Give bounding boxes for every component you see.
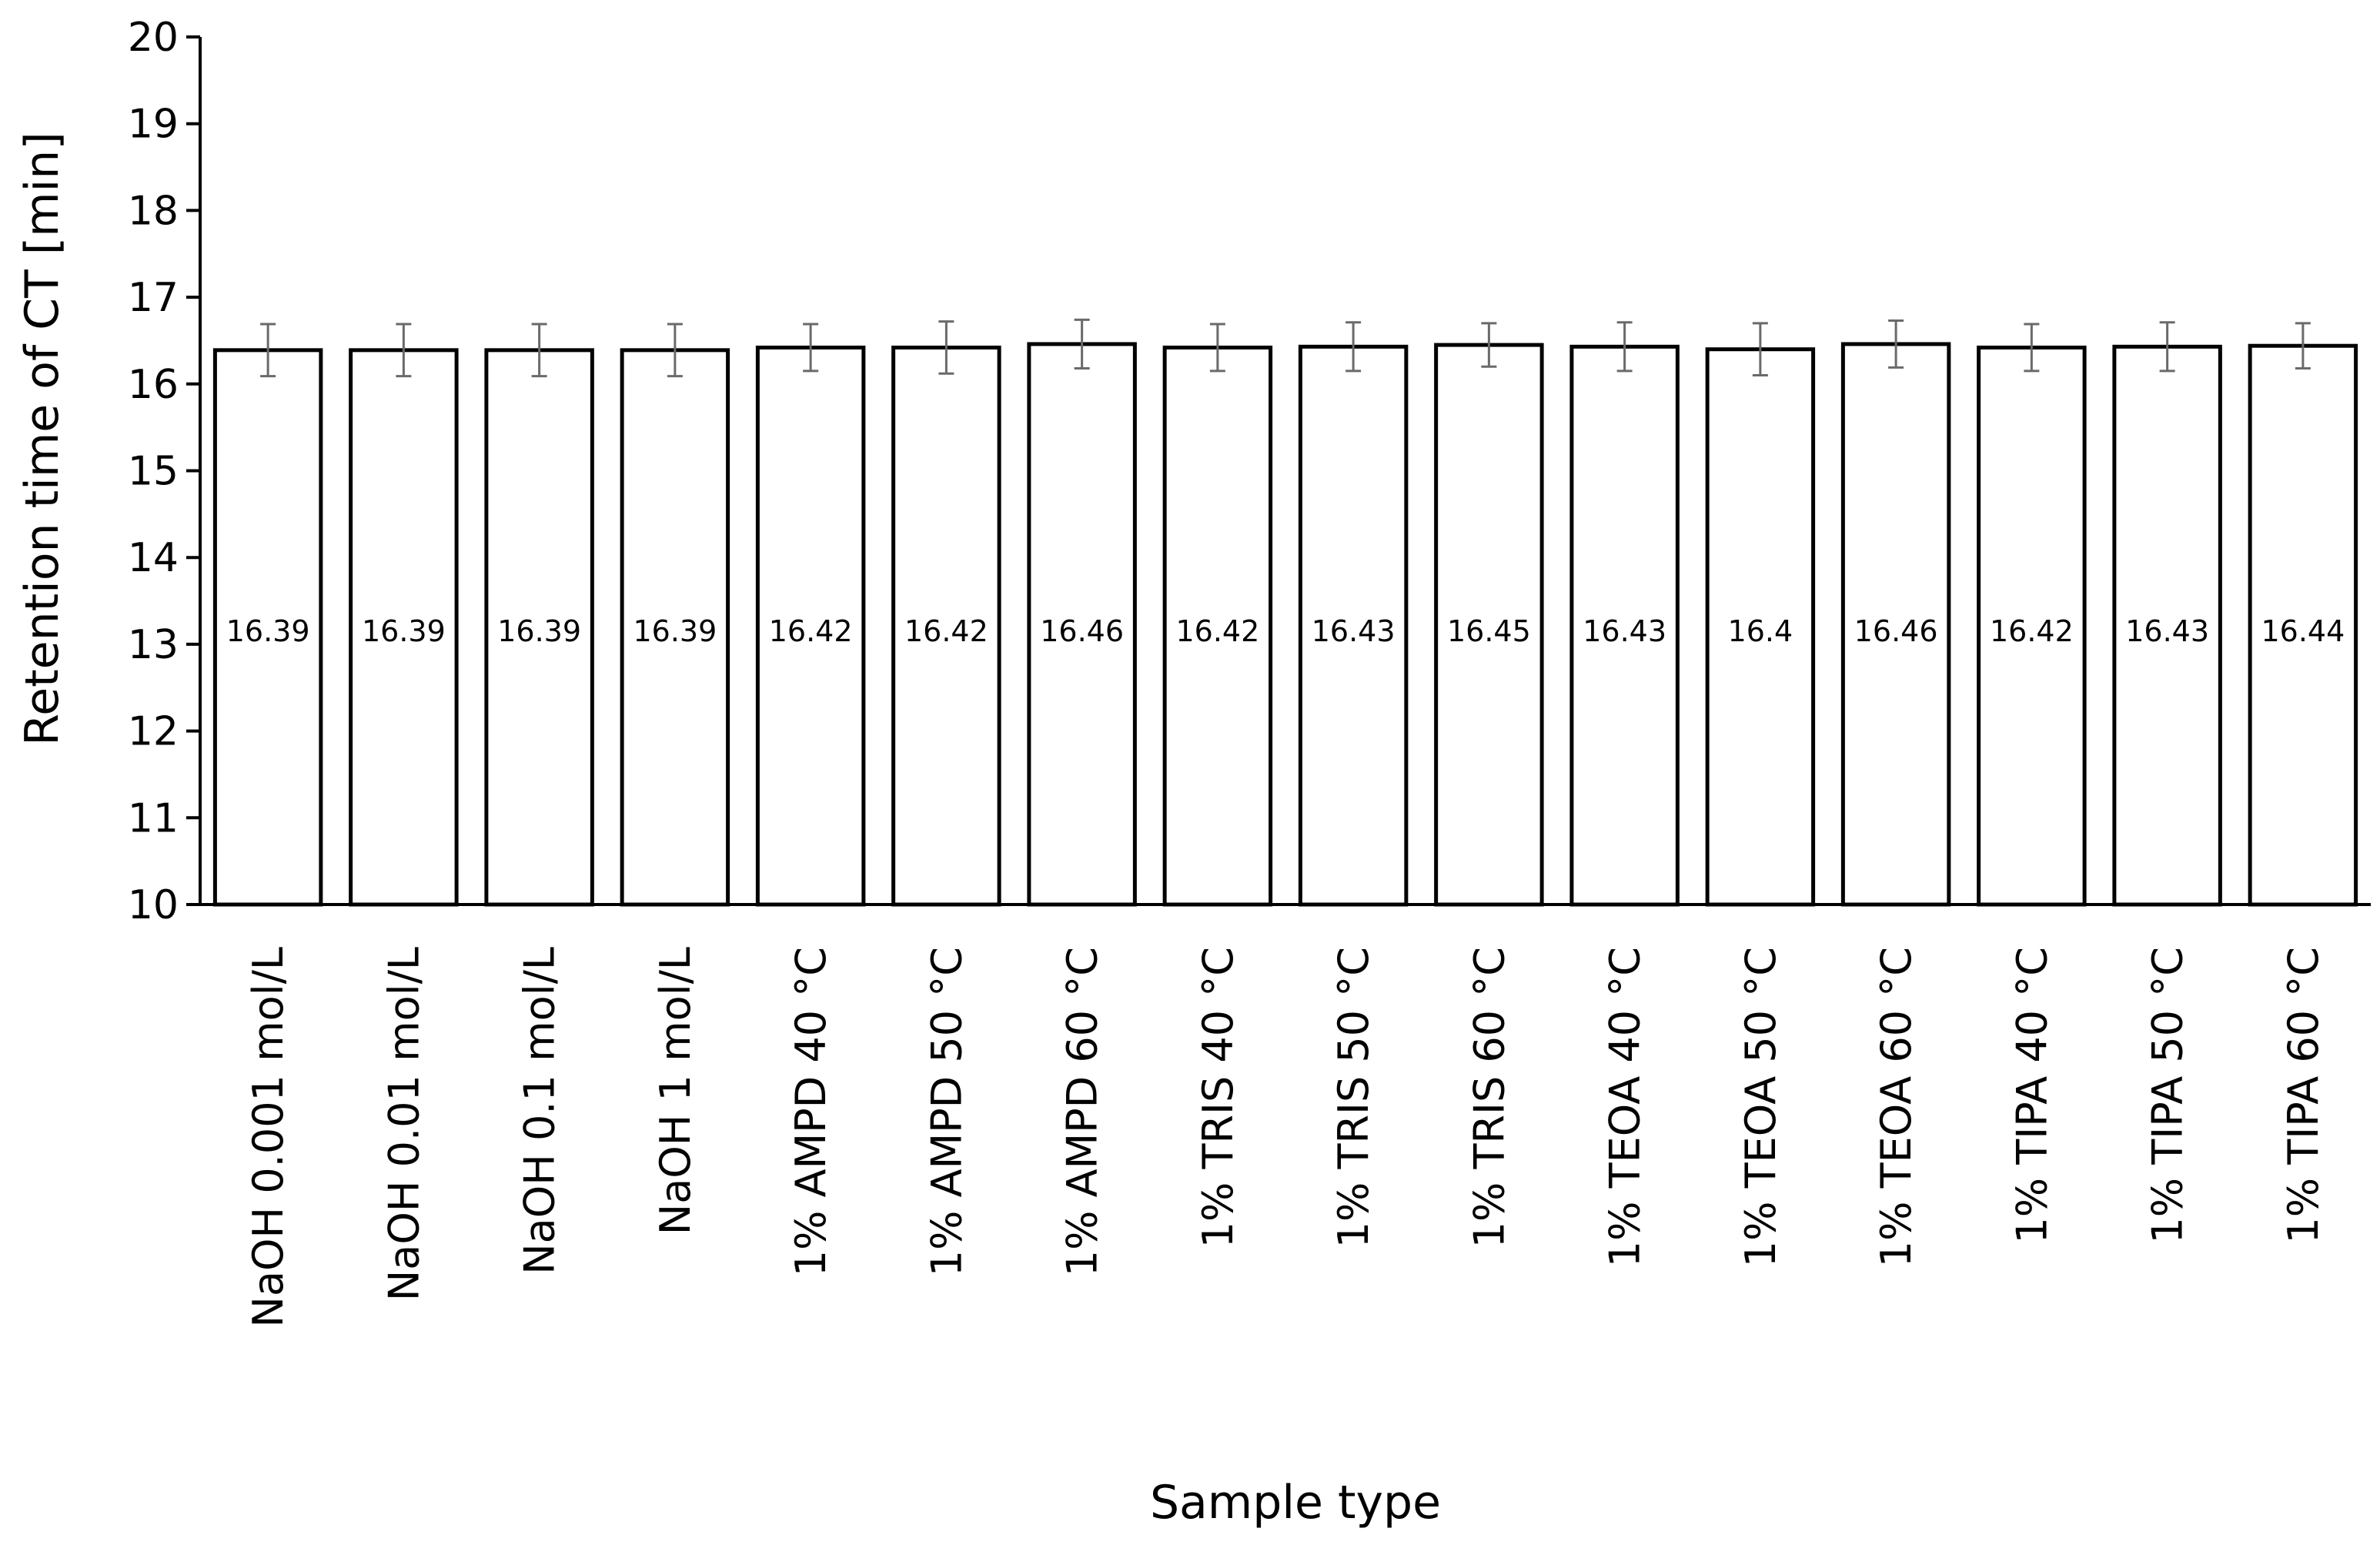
error-bar-9	[1345, 321, 1362, 373]
data-label-2: 16.39	[362, 614, 446, 648]
data-label-15: 16.43	[2125, 614, 2209, 648]
category-label-9: 1% TRIS 50 °C	[1329, 947, 1378, 1248]
category-label-5: 1% AMPD 40 °C	[787, 947, 835, 1276]
error-bar-15	[2159, 321, 2175, 373]
data-label-10: 16.45	[1447, 614, 1531, 648]
bar-12	[1705, 347, 1816, 907]
category-label-14: 1% TIPA 40 °C	[2007, 947, 2056, 1244]
y-tick-label-18: 18	[128, 188, 179, 234]
error-bar-3	[531, 323, 547, 378]
category-label-13: 1% TEOA 60 °C	[1872, 947, 1920, 1267]
y-tick-label-20: 20	[128, 15, 179, 61]
category-label-7: 1% AMPD 60 °C	[1058, 947, 1107, 1276]
category-label-6: 1% AMPD 50 °C	[922, 947, 971, 1276]
bar-10	[1434, 343, 1544, 907]
bar-2	[349, 348, 459, 907]
x-axis-title: Sample type	[1150, 1476, 1441, 1530]
data-label-11: 16.43	[1583, 614, 1666, 648]
error-bar-8	[1209, 323, 1225, 373]
category-label-3: NaOH 0.1 mol/L	[516, 947, 564, 1275]
error-bar-16	[2295, 322, 2311, 370]
x-axis-category-labels: NaOH 0.001 mol/L NaOH 0.01 mol/L NaOH 0.1 …	[244, 947, 2328, 1327]
bar-16	[2248, 343, 2358, 907]
category-label-12: 1% TEOA 50 °C	[1737, 947, 1785, 1267]
category-label-16: 1% TIPA 60 °C	[2279, 947, 2328, 1244]
data-label-4: 16.39	[633, 614, 717, 648]
y-tick-label-13: 13	[128, 622, 179, 668]
y-tick-label-14: 14	[128, 535, 179, 581]
data-label-16: 16.44	[2261, 614, 2345, 648]
y-tick-label-11: 11	[128, 795, 179, 841]
data-label-6: 16.42	[904, 614, 988, 648]
y-tick-label-19: 19	[128, 102, 179, 148]
category-label-10: 1% TRIS 60 °C	[1465, 947, 1513, 1248]
category-label-8: 1% TRIS 40 °C	[1194, 947, 1242, 1248]
data-label-7: 16.46	[1040, 614, 1124, 648]
bar-13	[1840, 342, 1951, 907]
category-label-11: 1% TEOA 40 °C	[1601, 947, 1650, 1267]
y-tick-label-16: 16	[128, 362, 179, 408]
error-bar-5	[803, 323, 819, 373]
error-bars	[260, 318, 2311, 378]
bar-1	[212, 348, 323, 907]
y-tick-label-12: 12	[128, 709, 179, 755]
y-axis-ticks: 10 11 12 13 14 15 16 17 18 19 20	[128, 15, 200, 928]
data-labels: 16.39 16.39 16.39 16.39 16.42 16.42 16.46 16.42…	[226, 614, 2345, 648]
data-label-14: 16.42	[1990, 614, 2074, 648]
data-label-5: 16.42	[769, 614, 853, 648]
y-tick-label-17: 17	[128, 275, 179, 321]
error-bar-14	[2024, 323, 2040, 373]
data-label-9: 16.43	[1312, 614, 1396, 648]
data-label-1: 16.39	[226, 614, 310, 648]
y-axis-title: Retention time of CT [min]	[15, 132, 69, 746]
error-bar-11	[1616, 321, 1633, 373]
bar-15	[2112, 344, 2222, 907]
error-bar-7	[1074, 318, 1090, 370]
data-label-3: 16.39	[497, 614, 581, 648]
bar-3	[484, 348, 594, 907]
data-label-12: 16.4	[1728, 614, 1793, 648]
error-bar-4	[667, 323, 683, 378]
category-label-2: NaOH 0.01 mol/L	[379, 947, 428, 1301]
bars	[212, 342, 2358, 907]
category-label-4: NaOH 1 mol/L	[651, 947, 700, 1235]
error-bar-10	[1481, 322, 1497, 368]
y-tick-label-10: 10	[128, 882, 179, 928]
error-bar-1	[260, 323, 276, 378]
data-label-13: 16.46	[1854, 614, 1938, 648]
category-label-15: 1% TIPA 50 °C	[2144, 947, 2192, 1244]
bar-4	[620, 348, 730, 907]
error-bar-13	[1888, 319, 1904, 369]
bar-5	[755, 345, 866, 907]
data-label-8: 16.42	[1175, 614, 1259, 648]
error-bar-12	[1752, 322, 1768, 377]
category-label-1: NaOH 0.001 mol/L	[244, 947, 292, 1327]
y-tick-label-15: 15	[128, 449, 179, 495]
error-bar-2	[396, 323, 412, 378]
error-bar-6	[938, 320, 954, 375]
bar-11	[1569, 344, 1680, 907]
